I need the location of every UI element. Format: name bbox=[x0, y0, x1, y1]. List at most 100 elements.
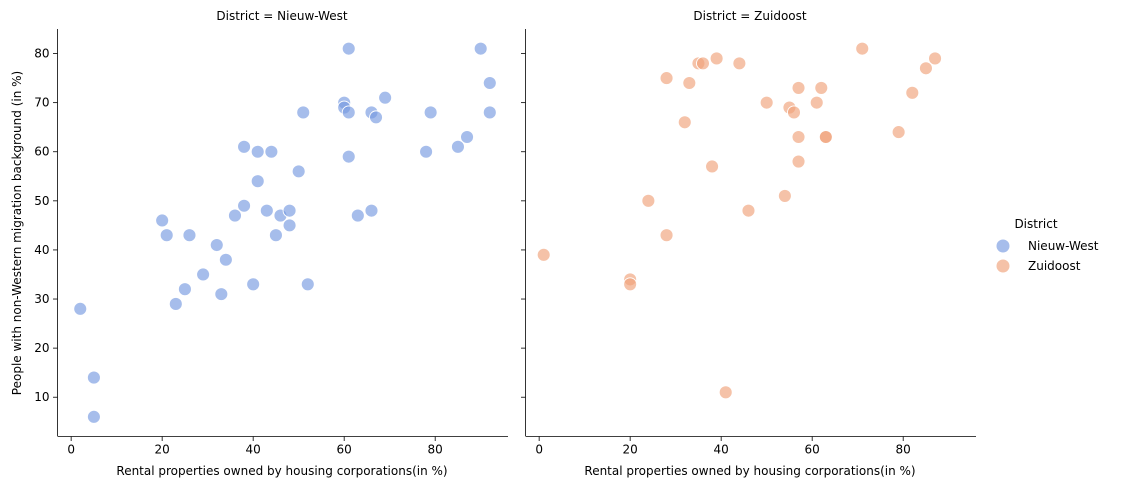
data-point bbox=[369, 110, 383, 125]
data-point bbox=[482, 76, 497, 90]
data-point bbox=[718, 385, 733, 400]
data-point bbox=[423, 105, 438, 120]
data-point bbox=[891, 125, 906, 140]
data-point bbox=[450, 139, 465, 154]
data-point bbox=[196, 267, 211, 282]
points bbox=[73, 41, 497, 424]
panel-zuidoost: District = Zuidoost 0 20 40 60 80 Rental pro… bbox=[521, 9, 976, 478]
data-point bbox=[777, 188, 792, 203]
data-point bbox=[264, 144, 279, 159]
data-point bbox=[237, 198, 252, 213]
data-point bbox=[809, 95, 824, 110]
data-point bbox=[787, 105, 801, 120]
data-point bbox=[791, 130, 806, 144]
x-axis-label: Rental properties owned by housing corpo… bbox=[116, 464, 447, 478]
data-point bbox=[228, 208, 242, 223]
y-tick-label: 10 bbox=[34, 390, 49, 404]
data-point bbox=[214, 287, 229, 302]
data-point bbox=[855, 41, 870, 56]
panel-title: District = Zuidoost bbox=[693, 9, 806, 23]
data-point bbox=[677, 115, 692, 130]
x-tick-label: 80 bbox=[428, 443, 443, 457]
panel-title: District = Nieuw-West bbox=[216, 9, 348, 23]
data-point bbox=[641, 193, 656, 208]
data-point bbox=[291, 164, 306, 179]
data-point bbox=[177, 282, 192, 297]
data-point bbox=[791, 80, 806, 95]
x-ticks: 0 20 40 60 80 bbox=[535, 436, 911, 457]
data-point bbox=[696, 56, 710, 71]
legend-label: Nieuw-West bbox=[1028, 239, 1099, 253]
legend-item-zuidoost[interactable]: Zuidoost bbox=[995, 258, 1081, 274]
x-tick-label: 40 bbox=[714, 443, 729, 457]
data-point bbox=[705, 159, 720, 174]
points bbox=[536, 41, 942, 400]
data-point bbox=[73, 301, 88, 316]
data-point bbox=[296, 105, 311, 120]
data-point bbox=[928, 51, 942, 66]
data-point bbox=[741, 203, 756, 218]
x-axis-label: Rental properties owned by housing corpo… bbox=[584, 464, 915, 478]
y-tick-label: 70 bbox=[34, 96, 49, 110]
y-tick-label: 20 bbox=[34, 341, 49, 355]
data-point bbox=[709, 51, 724, 66]
data-point bbox=[168, 296, 183, 311]
y-tick-label: 50 bbox=[34, 194, 49, 208]
data-point bbox=[282, 218, 297, 233]
y-ticks bbox=[521, 53, 526, 398]
data-point bbox=[818, 130, 833, 144]
data-point bbox=[378, 90, 393, 105]
data-point bbox=[364, 203, 379, 218]
legend-item-nieuw-west[interactable]: Nieuw-West bbox=[995, 238, 1099, 254]
y-tick-label: 80 bbox=[34, 47, 49, 61]
data-point bbox=[759, 95, 774, 110]
data-point bbox=[159, 228, 174, 243]
panel-nieuw-west: District = Nieuw-West 0 20 40 60 80 10 20 30 40… bbox=[34, 9, 508, 478]
data-point bbox=[268, 228, 283, 243]
data-point bbox=[814, 80, 829, 95]
data-point bbox=[250, 144, 265, 159]
y-tick-label: 60 bbox=[34, 145, 49, 159]
data-point bbox=[659, 228, 674, 243]
data-point bbox=[246, 277, 261, 292]
x-tick-label: 40 bbox=[246, 443, 261, 457]
data-point bbox=[482, 105, 497, 120]
x-tick-label: 80 bbox=[896, 443, 911, 457]
data-point bbox=[282, 203, 297, 218]
y-tick-label: 40 bbox=[34, 243, 49, 257]
data-point bbox=[473, 41, 488, 56]
x-tick-label: 60 bbox=[337, 443, 352, 457]
x-tick-label: 20 bbox=[623, 443, 638, 457]
data-point bbox=[682, 76, 697, 90]
legend-marker bbox=[995, 258, 1011, 274]
data-point bbox=[300, 277, 315, 292]
data-point bbox=[250, 174, 265, 189]
legend-title: District bbox=[1014, 217, 1057, 231]
data-point bbox=[350, 208, 365, 223]
data-point bbox=[237, 139, 252, 154]
legend-marker bbox=[995, 238, 1011, 254]
legend: District Nieuw-West Zuidoost bbox=[995, 217, 1099, 274]
y-tick-label: 30 bbox=[34, 292, 49, 306]
x-ticks: 0 20 40 60 80 bbox=[67, 436, 443, 457]
x-tick-label: 0 bbox=[535, 443, 543, 457]
data-point bbox=[86, 370, 101, 385]
y-axis-label: People with non-Western migration backgr… bbox=[10, 71, 24, 395]
data-point bbox=[623, 277, 638, 292]
data-point bbox=[341, 105, 356, 120]
data-point bbox=[341, 149, 356, 164]
data-point bbox=[659, 71, 674, 86]
data-point bbox=[918, 61, 933, 76]
data-point bbox=[182, 228, 197, 243]
data-point bbox=[341, 41, 356, 56]
data-point bbox=[209, 238, 224, 252]
data-point bbox=[791, 154, 806, 169]
x-tick-label: 0 bbox=[67, 443, 75, 457]
y-ticks: 10 20 30 40 50 60 70 80 bbox=[34, 47, 58, 404]
data-point bbox=[460, 130, 474, 144]
data-point bbox=[86, 409, 101, 424]
data-point bbox=[905, 85, 920, 100]
x-tick-label: 20 bbox=[155, 443, 170, 457]
x-tick-label: 60 bbox=[805, 443, 820, 457]
